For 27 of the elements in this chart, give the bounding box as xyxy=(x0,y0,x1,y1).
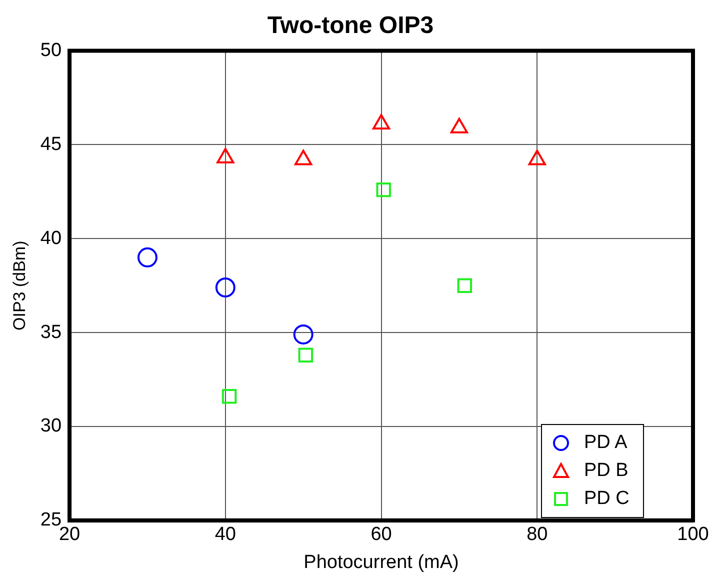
legend-label: PD C xyxy=(584,488,630,510)
y-tick-label: 35 xyxy=(40,322,62,343)
point xyxy=(216,148,234,164)
point xyxy=(215,277,236,298)
y-tick-label: 40 xyxy=(40,228,62,249)
point xyxy=(293,324,314,344)
point xyxy=(294,150,312,166)
legend-label: PD B xyxy=(584,460,628,482)
point xyxy=(298,348,314,362)
point xyxy=(372,114,390,130)
legend-label: PD A xyxy=(584,432,628,454)
x-tick-label: 80 xyxy=(526,524,548,546)
chart-title: Two-tone OIP3 xyxy=(267,12,434,40)
x-tick-label: 40 xyxy=(214,524,236,546)
point xyxy=(450,118,468,134)
y-tick-label: 45 xyxy=(40,134,62,155)
point xyxy=(457,278,472,293)
point xyxy=(222,389,237,404)
y-axis-title: OIP3 (dBm) xyxy=(10,240,29,330)
x-tick-label: 60 xyxy=(370,524,392,546)
point xyxy=(137,247,158,268)
point xyxy=(528,150,546,166)
x-tick-label: 20 xyxy=(58,524,80,546)
x-axis-title: Photocurrent (mA) xyxy=(304,552,459,573)
y-tick-label: 50 xyxy=(40,40,62,62)
y-tick-label: 30 xyxy=(40,416,62,437)
x-tick-label: 100 xyxy=(677,524,709,546)
